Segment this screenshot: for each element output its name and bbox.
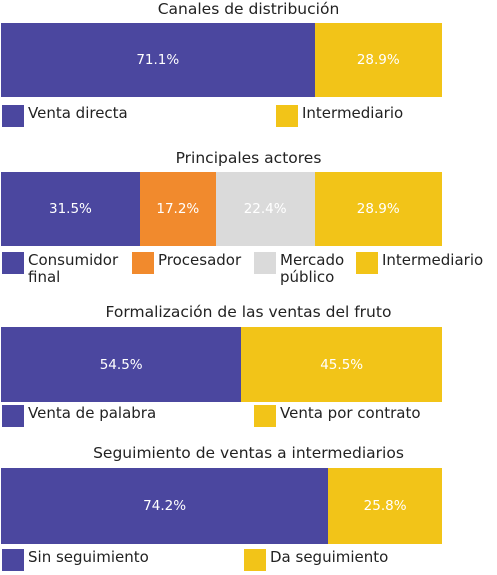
legend-item-procesador: Procesador (132, 252, 241, 274)
data-label: 28.9% (356, 52, 400, 68)
legend-label: Venta por contrato (280, 404, 421, 422)
data-label: 74.2% (143, 498, 187, 514)
bar-segment: 17.2% (139, 172, 216, 246)
legend-swatch (254, 405, 276, 427)
legend-label: Intermediario (382, 251, 484, 269)
bar-segment: 45.5% (241, 327, 442, 402)
bar-segment: 25.8% (328, 468, 442, 544)
legend-label: Mercado público (280, 251, 345, 286)
legend-swatch (276, 105, 298, 127)
legend-item-consumidor-final: Consumidor final (2, 252, 118, 286)
bar-segment: 28.9% (314, 172, 442, 246)
legend-swatch (2, 549, 24, 571)
bar-segment: 31.5% (1, 172, 140, 246)
legend-swatch (132, 252, 154, 274)
legend-swatch (2, 252, 24, 274)
legend-swatch (254, 252, 276, 274)
legend-label: Procesador (158, 251, 242, 269)
panel-title: Canales de distribución (157, 0, 340, 18)
stacked-bar: 31.5% 17.2% 22.4% 28.9% (1, 172, 442, 246)
data-label: 54.5% (99, 356, 143, 373)
legend-label: Intermediario (302, 104, 404, 122)
legend-item-da-seguimiento: Da seguimiento (244, 549, 388, 571)
panel-title: Formalización de las ventas del fruto (105, 303, 392, 321)
bar-segment: 22.4% (215, 172, 315, 246)
legend-item-venta-por-contrato: Venta por contrato (254, 405, 421, 427)
bar-segment: 71.1% (1, 23, 315, 97)
legend-item-sin-seguimiento: Sin seguimiento (2, 549, 149, 571)
legend-label: Sin seguimiento (28, 548, 149, 566)
legend-label: Venta de palabra (28, 404, 157, 422)
legend-item-intermediario: Intermediario (276, 105, 403, 127)
data-label: 45.5% (320, 356, 364, 373)
stacked-bar: 71.1% 28.9% (1, 23, 442, 97)
data-label: 17.2% (156, 201, 200, 217)
data-label: 28.9% (356, 201, 400, 217)
legend-label: Venta directa (28, 104, 128, 122)
legend-item-venta-directa: Venta directa (2, 105, 128, 127)
bar-segment: 54.5% (1, 327, 242, 402)
legend-label: Consumidor final (28, 251, 119, 286)
stacked-bar: 74.2% 25.8% (1, 468, 442, 544)
bar-segment: 74.2% (1, 468, 329, 544)
data-label: 31.5% (49, 201, 92, 217)
stacked-bar: 54.5% 45.5% (1, 327, 442, 402)
legend-label: Da seguimiento (270, 548, 389, 566)
legend-item-mercado-publico: Mercado público (254, 252, 344, 286)
legend-item-venta-de-palabra: Venta de palabra (2, 405, 156, 427)
panel-title: Principales actores (175, 149, 322, 167)
legend-item-intermediario: Intermediario (356, 252, 483, 274)
legend-swatch (2, 405, 24, 427)
legend-swatch (356, 252, 378, 274)
legend-swatch (244, 549, 266, 571)
bar-segment: 28.9% (314, 23, 442, 97)
legend-swatch (2, 105, 24, 127)
data-label: 25.8% (363, 498, 407, 514)
data-label: 22.4% (243, 201, 287, 217)
panel-title: Seguimiento de ventas a intermediarios (93, 444, 404, 462)
data-label: 71.1% (136, 52, 180, 68)
